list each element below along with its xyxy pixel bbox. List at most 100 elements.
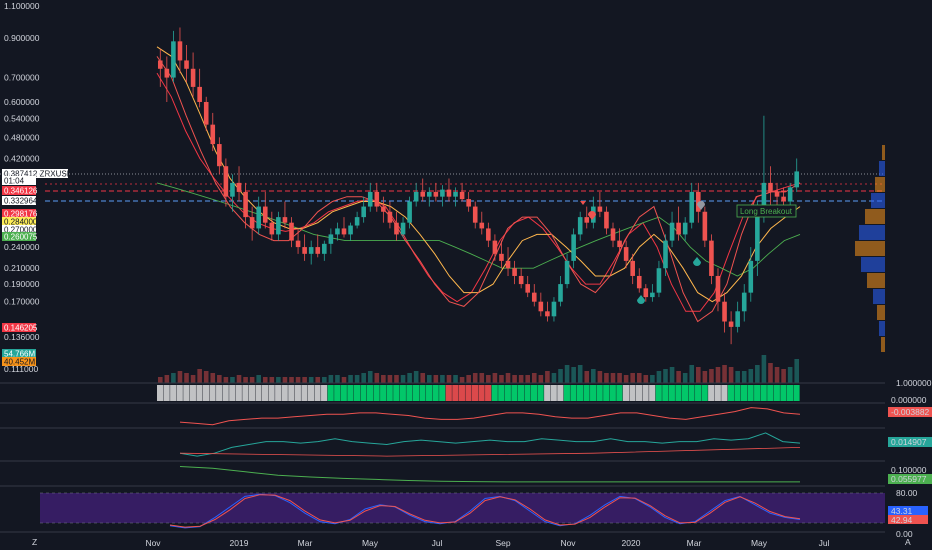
candle-body [728,321,734,327]
trend-heat-strip[interactable] [157,385,800,401]
candle-body [433,191,439,197]
candles [157,27,800,345]
volume-bar [249,377,255,383]
volume-bar [420,373,426,383]
auto-scale-icon[interactable]: A [905,537,911,547]
candle-body [748,260,754,293]
timezone-icon[interactable]: Z [32,537,37,547]
heat-cell [281,385,288,401]
candle-body [230,182,235,197]
candle-body [203,101,209,125]
volume-bar [564,365,570,383]
candle-body [394,222,399,235]
price-tick: 0.210000 [4,263,40,273]
volume-bar [302,377,307,383]
candle-body [354,217,360,226]
candle-body [269,222,275,235]
price-pane[interactable]: Long Breakout [0,27,885,383]
candle-body [682,222,688,235]
heat-cell [275,385,282,401]
candle-body [295,240,301,248]
heat-cell [760,385,767,401]
volume-bar [696,367,701,383]
heat-cell [235,385,242,401]
volume-bar [709,369,714,383]
stoch-k-badge [888,506,928,515]
oscillator-1-line[interactable] [179,407,801,426]
candle-body [768,182,773,192]
heat-cell [511,385,518,401]
candle-body [492,240,498,254]
candle-body [643,288,649,298]
heat-cell [517,385,525,401]
candle-body [466,199,471,207]
candle-body [459,191,465,200]
volume-bar [551,373,557,383]
heat-cell [498,385,505,401]
volume-profile-bar [879,161,885,176]
candle-body [236,182,242,192]
candle-body [774,191,780,197]
heat-cell [170,385,177,401]
time-tick: Nov [560,538,576,548]
heat-cell [590,385,597,401]
candle-body [571,234,576,261]
heat-cell [557,385,564,401]
price-badge-value: 0.387412 ZRXUSD [4,170,73,179]
candle-body [341,228,347,235]
heat-cell [288,385,295,401]
heat-cell [668,385,675,401]
volume-bar [545,371,550,383]
stoch-band [40,493,885,523]
candle-body [551,301,557,317]
price-tick: 0.480000 [4,132,40,142]
volume-profile-bar [879,321,885,336]
candle-body [256,206,261,229]
volume-profile-bar [859,225,885,240]
heat-cell [314,385,321,401]
heat-cell [603,385,610,401]
volume-bar [761,355,767,383]
heat-cell [635,385,643,401]
candle-body [210,124,216,145]
price-tick: 0.900000 [4,33,40,43]
price-badge-value: 0.332964 [4,197,38,206]
heat-cell [294,385,301,401]
time-tick: Jul [432,538,443,548]
osc1-ref-label: 0.000000 [891,395,927,405]
oscillator-3-line[interactable] [179,466,800,483]
volume-bar [656,371,662,383]
heat-cell [524,385,531,401]
candle-body [715,275,721,302]
volume-bar [623,375,629,383]
heat-cell [157,385,164,401]
candle-body [184,60,189,69]
price-badge [2,232,36,241]
heat-cell [622,385,630,401]
candle-body [190,68,196,87]
candle-body [545,311,550,317]
stoch-d-line[interactable] [169,494,801,528]
price-axis[interactable]: 1.100000 0.900000 0.700000 0.600000 0.540000… [2,1,73,374]
volume-bar [591,369,596,383]
volume-bar [538,375,544,383]
heat-cell [255,385,262,401]
candle-body [413,191,419,202]
time-tick: 2019 [230,538,249,548]
candle-body [564,260,570,285]
buy-marker [637,295,645,304]
candle-body [322,243,327,254]
volume-bar [217,375,222,383]
heat-cell [321,385,328,401]
heat-cell [242,385,249,401]
volume-bar [394,375,399,383]
oscillator-2-line[interactable] [179,432,801,457]
price-badge [2,196,36,205]
volume-bar [466,375,471,383]
right-axis[interactable]: 1.000000 0.000000 -0.003882 0.014907 0.1… [888,378,932,539]
strip-ref-label: 1.000000 [896,378,932,388]
heat-cell [380,385,387,401]
time-axis[interactable]: Nov 2019 Mar May Jul Sep Nov 2020 Mar May Jul [145,538,829,548]
volume-bar [400,375,406,383]
